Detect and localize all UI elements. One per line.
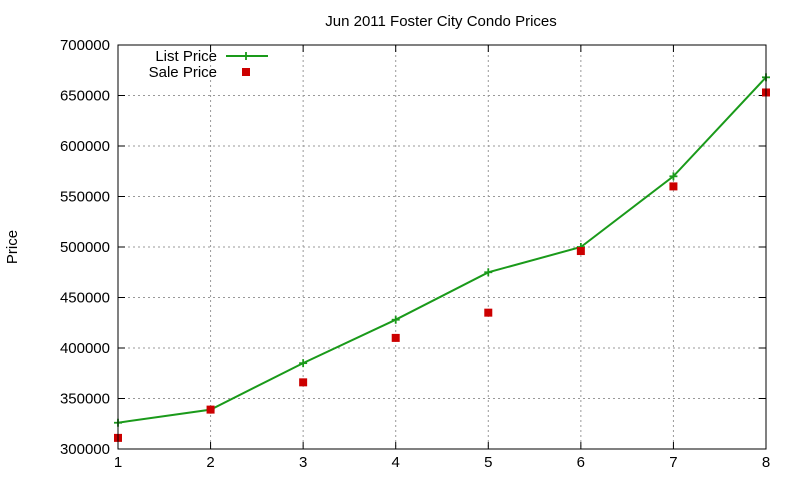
legend-item: List Price: [155, 48, 268, 65]
tick-labels: 300000 350000 400000 450000 500000 550000 6000…: [60, 37, 770, 471]
legend-swatch: [242, 68, 250, 76]
list-price-point: [299, 359, 308, 368]
legend-label: Sale Price: [149, 64, 217, 81]
y-tick-label: 500000: [60, 239, 110, 256]
x-tick-label: 1: [114, 454, 122, 471]
y-axis-label: Price: [4, 230, 21, 264]
x-tick-label: 7: [669, 454, 677, 471]
legend-item: Sale Price: [149, 64, 250, 81]
y-tick-label: 700000: [60, 37, 110, 54]
list-price-point: [242, 52, 250, 60]
x-tick-label: 2: [206, 454, 214, 471]
y-tick-label: 350000: [60, 391, 110, 408]
list-price-point: [484, 268, 493, 277]
sale-price-point: [484, 308, 493, 317]
x-tick-label: 3: [299, 454, 307, 471]
x-tick-label: 5: [484, 454, 492, 471]
sale-price-point: [206, 405, 215, 414]
list-price-point: [391, 315, 400, 324]
chart-title: Jun 2011 Foster City Condo Prices: [325, 13, 557, 30]
sale-price-point: [669, 182, 678, 191]
series-list-price: [114, 73, 770, 427]
y-tick-label: 600000: [60, 138, 110, 155]
x-tick-label: 4: [392, 454, 400, 471]
list-price-line: [117, 76, 767, 424]
x-tick-label: 8: [762, 454, 770, 471]
y-tick-label: 400000: [60, 340, 110, 357]
sale-price-point: [299, 378, 308, 387]
list-price-point: [669, 172, 678, 181]
series-sale-price: [114, 88, 770, 442]
sale-price-point: [391, 333, 400, 342]
x-tick-label: 6: [577, 454, 585, 471]
y-tick-label: 450000: [60, 290, 110, 307]
sale-price-point: [576, 247, 585, 256]
y-tick-label: 300000: [60, 441, 110, 458]
grid: [117, 44, 767, 450]
series: [114, 73, 770, 442]
legend-label: List Price: [155, 48, 217, 65]
plot-border: [117, 44, 767, 450]
y-tick-label: 550000: [60, 189, 110, 206]
y-tick-label: 650000: [60, 88, 110, 105]
